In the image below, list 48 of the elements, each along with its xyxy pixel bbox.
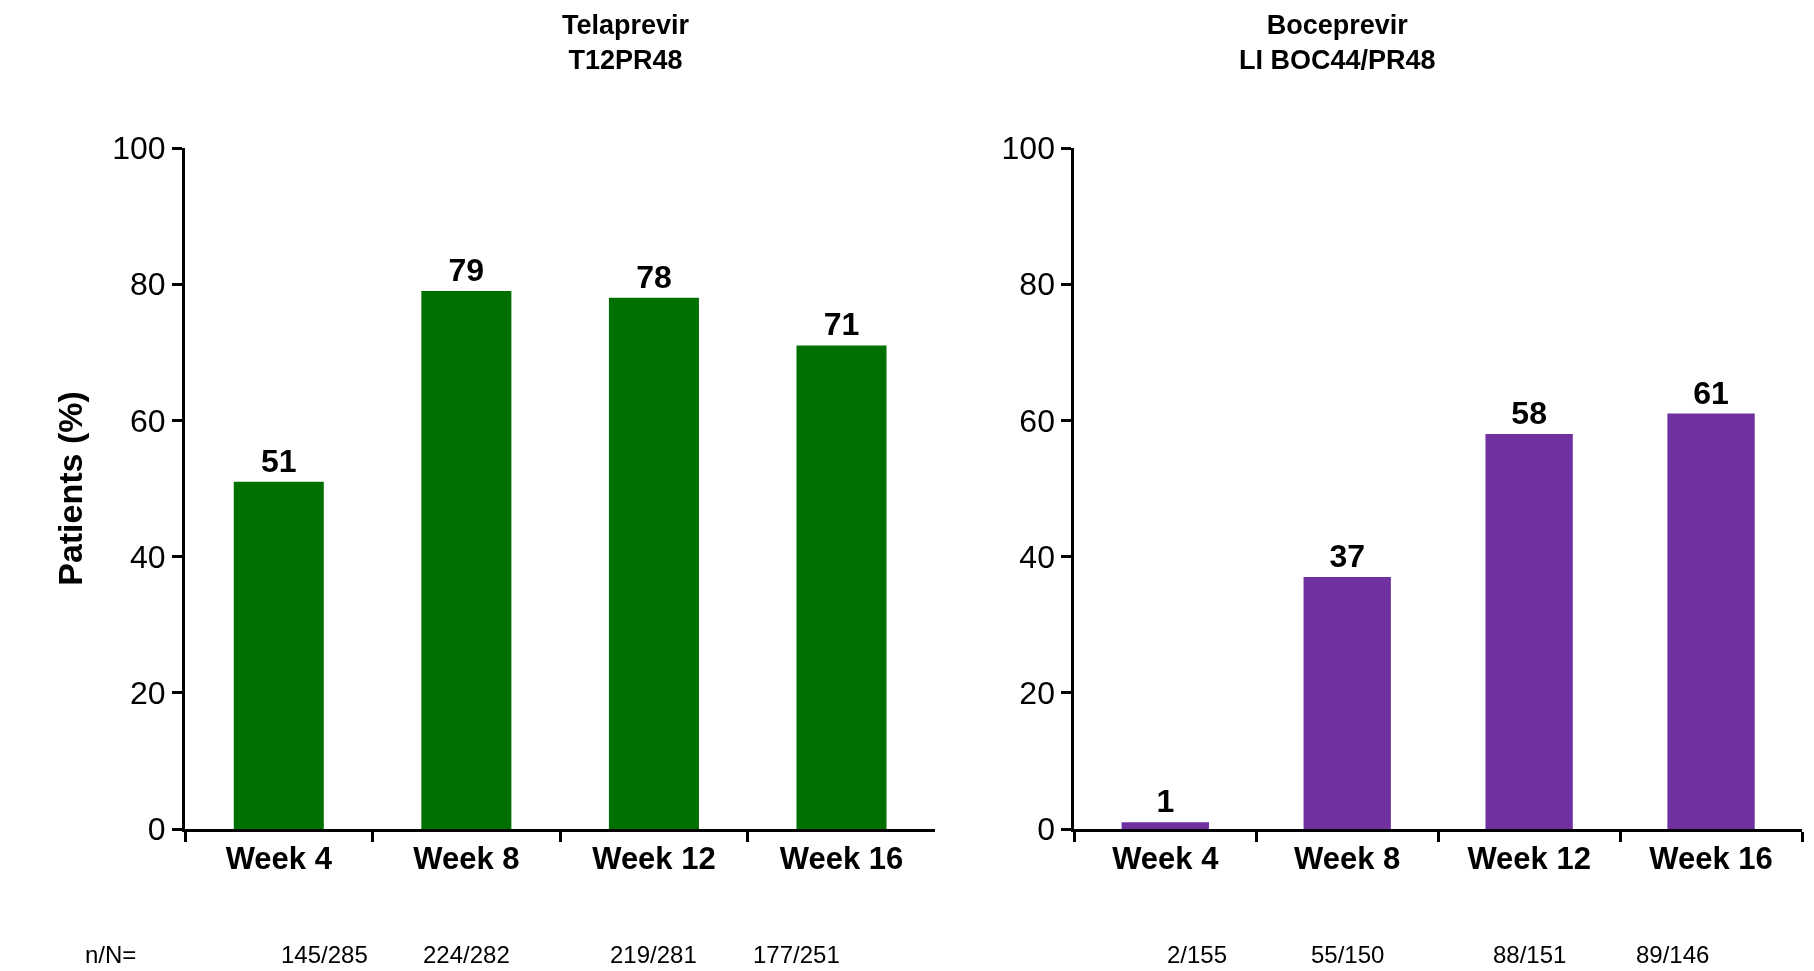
- data-label: 61: [1693, 374, 1729, 411]
- bar: [233, 481, 324, 829]
- y-tick-label: 0: [147, 811, 166, 848]
- data-label: 71: [823, 306, 860, 343]
- text: 177/251: [753, 941, 840, 968]
- data-label: 1: [1156, 783, 1175, 820]
- text: 219/281: [610, 941, 697, 968]
- y-tick-label: 60: [130, 402, 166, 439]
- text: 89/146: [1636, 941, 1710, 968]
- x-tick-label: Week 12: [1467, 841, 1591, 877]
- data-label: 37: [1329, 538, 1366, 575]
- x-tick-label: Week 8: [413, 841, 520, 877]
- bar: [1303, 577, 1391, 829]
- data-label: 79: [448, 252, 485, 289]
- y-tick-label: 80: [130, 266, 166, 303]
- text: n/N=: [85, 941, 137, 968]
- x-tick-label: Week 16: [779, 841, 904, 877]
- y-tick-label: 80: [1019, 266, 1055, 303]
- y-tick-label: 40: [130, 538, 166, 575]
- bar: [1121, 822, 1209, 829]
- y-axis-title: Patients (%): [50, 391, 89, 586]
- text: 2/155: [1167, 941, 1228, 968]
- x-tick-label: Week 4: [225, 841, 333, 877]
- x-tick-label: Week 8: [1294, 841, 1401, 877]
- bar: [1485, 434, 1573, 829]
- chart-title: Telaprevir T12PR48: [562, 10, 690, 76]
- text: 88/151: [1493, 941, 1567, 968]
- x-tick-label: Week 4: [1112, 841, 1220, 877]
- bar: [608, 297, 699, 829]
- y-tick-label: 20: [1019, 675, 1055, 711]
- x-tick-label: Week 16: [1649, 841, 1773, 877]
- data-label: 78: [636, 258, 672, 295]
- y-tick-label: 0: [1037, 811, 1055, 848]
- text: 55/150: [1311, 941, 1385, 968]
- data-label: 58: [1511, 395, 1547, 432]
- bar: [796, 345, 887, 829]
- data-label: 51: [260, 442, 297, 479]
- x-tick-label: Week 12: [592, 841, 716, 877]
- bar: [421, 291, 512, 829]
- text: 224/282: [423, 941, 510, 968]
- y-tick-label: 100: [1001, 130, 1055, 167]
- y-tick-label: 20: [130, 675, 166, 711]
- chart-title: Boceprevir LI BOC44/PR48: [1239, 10, 1436, 76]
- y-tick-label: 60: [1019, 402, 1055, 439]
- y-tick-label: 40: [1019, 538, 1055, 575]
- bar: [1667, 413, 1755, 829]
- y-tick-label: 100: [112, 130, 166, 167]
- text: 145/285: [281, 941, 368, 968]
